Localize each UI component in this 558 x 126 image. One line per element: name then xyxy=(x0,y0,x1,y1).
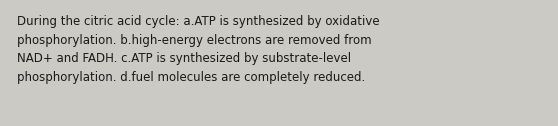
Text: During the citric acid cycle: a.ATP is synthesized by oxidative
phosphorylation.: During the citric acid cycle: a.ATP is s… xyxy=(17,15,379,84)
